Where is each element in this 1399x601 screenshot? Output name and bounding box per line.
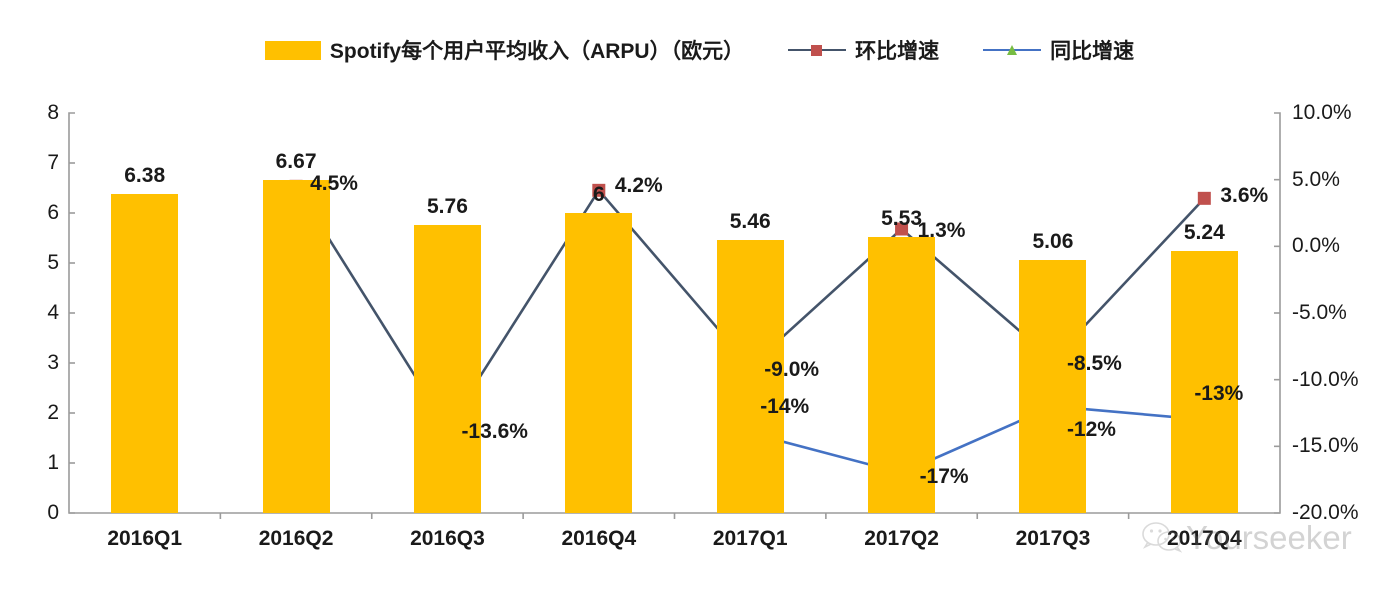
- y-axis-right-tick-label: 10.0%: [1292, 101, 1352, 124]
- data-point-label: -17%: [919, 465, 969, 488]
- legend-line-swatch: [983, 43, 1042, 57]
- data-point-label: -14%: [760, 395, 810, 418]
- legend-yoy[interactable]: 同比增速: [983, 35, 1134, 65]
- y-axis-right-tick-label: 0.0%: [1292, 234, 1340, 258]
- bar-value-label: 5.06: [1032, 230, 1074, 253]
- legend-line-swatch: [788, 43, 847, 57]
- legend-square-marker-icon: [811, 45, 823, 56]
- data-point-label: -8.5%: [1066, 351, 1122, 375]
- legend-qoq[interactable]: 环比增速: [788, 35, 939, 65]
- bar-2016Q1[interactable]: [111, 194, 179, 513]
- y-axis-left-tick-label: 0: [47, 501, 59, 524]
- bar-value-label: 5.46: [729, 210, 771, 233]
- bar-value-label: 6.67: [275, 149, 317, 173]
- y-axis-right-tick-label: -5.0%: [1292, 301, 1347, 324]
- x-axis-category-label: 2017Q3: [1015, 527, 1091, 550]
- data-point-label: -13.6%: [461, 419, 528, 443]
- y-axis-right-tick-label: -20.0%: [1292, 501, 1359, 524]
- bar-value-label: 5.53: [881, 206, 922, 230]
- data-point-label: -13%: [1194, 381, 1244, 405]
- x-axis-category-label: 2016Q3: [410, 527, 485, 550]
- legend-yoy-label: 同比增速: [1050, 40, 1135, 63]
- x-axis-category-label: 2017Q4: [1166, 527, 1242, 550]
- bar-2016Q3[interactable]: [413, 225, 481, 513]
- legend-arpu-label: Spotify每个用户平均收入（ARPU）（欧元）: [329, 40, 745, 63]
- bar-value-label: 5.76: [427, 195, 468, 218]
- x-axis-category-label: 2017Q2: [864, 527, 939, 550]
- y-axis-right-tick-label: -10.0%: [1292, 367, 1359, 391]
- bar-value-label: 6: [592, 183, 605, 206]
- y-axis-left-tick-label: 6: [47, 201, 59, 224]
- y-axis-left-tick-label: 1: [47, 451, 59, 474]
- bar-2016Q2[interactable]: [262, 179, 330, 513]
- chart-legend: Spotify每个用户平均收入（ARPU）（欧元） 环比增速 同比增速: [0, 30, 1399, 70]
- y-axis-left-tick-label: 4: [47, 301, 59, 324]
- y-axis-left-tick-label: 3: [47, 351, 59, 374]
- data-point-label: -12%: [1066, 418, 1116, 442]
- data-point-label: 1.3%: [917, 219, 966, 242]
- data-point-label: -9.0%: [764, 358, 820, 382]
- x-axis-category-label: 2016Q2: [258, 527, 334, 550]
- y-axis-right-tick-label: 5.0%: [1292, 167, 1340, 191]
- data-point-label: 3.6%: [1220, 184, 1269, 208]
- bar-value-label: 5.24: [1183, 221, 1225, 244]
- data-point-label: 4.5%: [310, 172, 358, 196]
- x-axis-category-label: 2016Q4: [561, 527, 637, 550]
- legend-arpu[interactable]: Spotify每个用户平均收入（ARPU）（欧元）: [264, 35, 745, 65]
- data-point-label: 4.2%: [614, 174, 663, 198]
- bar-value-label: 6.38: [124, 164, 166, 187]
- x-axis-category-label: 2016Q1: [107, 527, 183, 550]
- bar-2016Q4[interactable]: [565, 213, 633, 513]
- bar-2017Q4[interactable]: [1170, 251, 1238, 513]
- y-axis-right-tick-label: -15.0%: [1292, 434, 1359, 458]
- y-axis-left-tick-label: 2: [47, 401, 59, 424]
- y-axis-left-tick-label: 7: [47, 151, 59, 174]
- legend-qoq-label: 环比增速: [855, 40, 940, 63]
- bar-2017Q3[interactable]: [1019, 260, 1087, 513]
- legend-bar-swatch: [264, 40, 321, 60]
- bar-2017Q1[interactable]: [716, 240, 784, 513]
- legend-triangle-marker-icon: [1007, 45, 1018, 55]
- bar-2017Q2[interactable]: [868, 236, 936, 513]
- x-axis-category-label: 2017Q1: [712, 527, 788, 550]
- y-axis-left-tick-label: 5: [47, 251, 59, 274]
- y-axis-left-tick-label: 8: [47, 101, 59, 124]
